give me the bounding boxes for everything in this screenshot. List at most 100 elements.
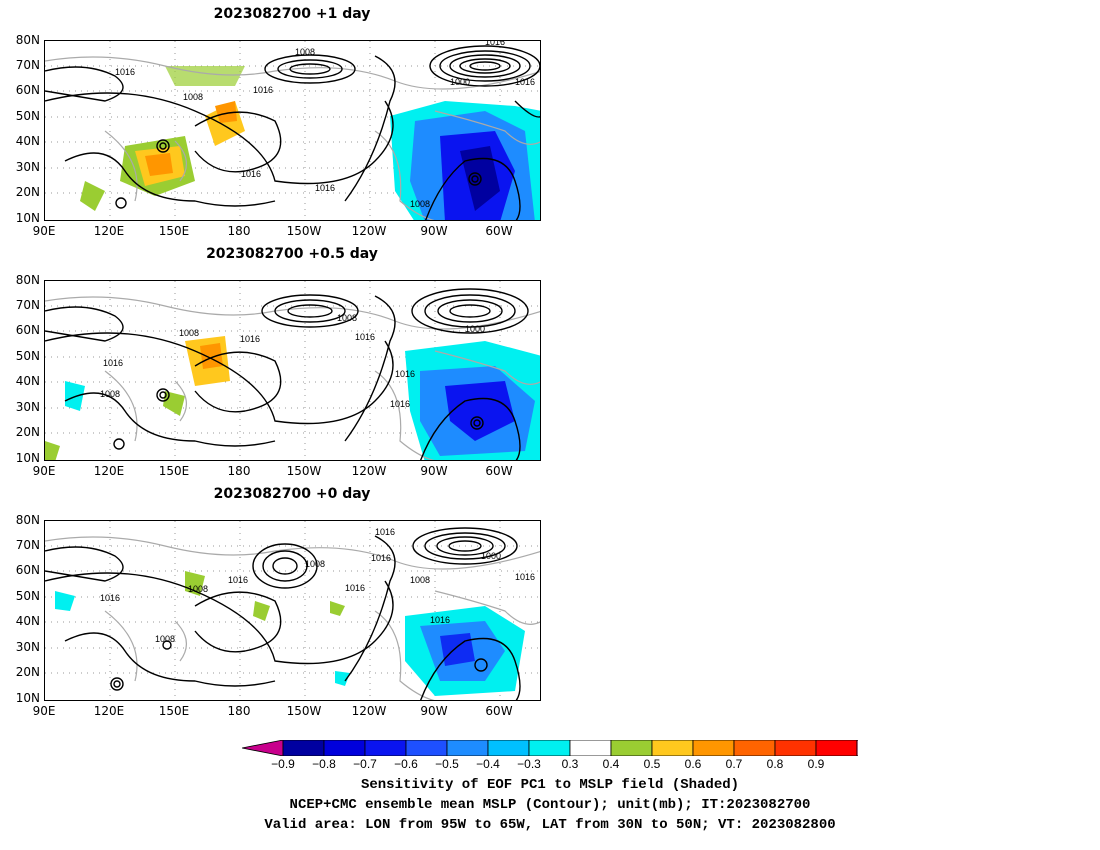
lon-label: 90E <box>32 704 56 718</box>
lon-label: 180 <box>227 224 251 238</box>
contour-label: 1016 <box>395 369 415 379</box>
contour-label: 1000 <box>465 324 485 334</box>
lon-label: 180 <box>227 464 251 478</box>
lat-label: 10N <box>15 211 40 225</box>
contour-label: 1008 <box>295 47 315 57</box>
colorbar-tick-label: −0.8 <box>312 757 336 771</box>
colorbar-tick-label: 0.9 <box>807 757 825 771</box>
lon-label: 150E <box>158 704 190 718</box>
colorbar-tick-label: −0.6 <box>394 757 418 771</box>
caption-line-2: NCEP+CMC ensemble mean MSLP (Contour); u… <box>289 797 811 813</box>
lat-label: 70N <box>15 298 40 312</box>
colorbar-box <box>692 740 735 756</box>
lon-label: 60W <box>485 464 513 478</box>
lat-label: 60N <box>15 323 40 337</box>
contour-label: 1016 <box>315 183 335 193</box>
contour-label: 1008 <box>337 313 357 323</box>
colorbar-box <box>487 740 530 756</box>
contour-label: 1016 <box>345 583 365 593</box>
colorbar-box <box>774 740 817 756</box>
lon-label: 180 <box>227 704 251 718</box>
colorbar-box <box>610 740 653 756</box>
caption-line-3: Valid area: LON from 95W to 65W, LAT fro… <box>264 817 836 833</box>
contour-label: 1008 <box>155 634 175 644</box>
colorbar-box <box>651 740 694 756</box>
contour-label: 1008 <box>410 575 430 585</box>
lat-label: 30N <box>15 160 40 174</box>
lat-label: 60N <box>15 83 40 97</box>
contour-label: 1016 <box>115 67 135 77</box>
lon-label: 150E <box>158 224 190 238</box>
lat-label: 70N <box>15 538 40 552</box>
colorbar-tick-label: −0.9 <box>271 757 295 771</box>
contour-label: 1008 <box>183 92 203 102</box>
lon-label: 150E <box>158 464 190 478</box>
panel-1-title: 2023082700 +1 day <box>213 6 371 22</box>
contour-label: 1008 <box>410 199 430 209</box>
colorbar-under-arrow <box>242 740 284 756</box>
colorbar-box <box>815 740 858 756</box>
contour-label: 1016 <box>375 527 395 537</box>
lat-label: 40N <box>15 134 40 148</box>
colorbar-box <box>323 740 366 756</box>
contour-label: 1016 <box>241 169 261 179</box>
contour-label: 1016 <box>253 85 273 95</box>
contour-label: 1016 <box>390 399 410 409</box>
lat-label: 30N <box>15 640 40 654</box>
lon-label: 150W <box>286 704 322 718</box>
lon-label: 120E <box>93 704 125 718</box>
colorbar-tick-label: −0.3 <box>517 757 541 771</box>
colorbar <box>242 740 858 756</box>
colorbar-tick-label: 0.7 <box>725 757 743 771</box>
lon-label: 150W <box>286 224 322 238</box>
contour-label: 1016 <box>240 334 260 344</box>
colorbar-box <box>446 740 489 756</box>
contour-label: 1008 <box>100 389 120 399</box>
lon-label: 150W <box>286 464 322 478</box>
lat-label: 10N <box>15 691 40 705</box>
panel-3-map: 1016 1000 1016 1008 1016 1008 1016 1008 … <box>44 520 541 701</box>
contour-label: 1016 <box>228 575 248 585</box>
colorbar-box <box>528 740 571 756</box>
panel-3-title: 2023082700 +0 day <box>213 486 371 502</box>
lat-label: 50N <box>15 109 40 123</box>
contour-label: 1016 <box>515 77 535 87</box>
lon-label: 120W <box>351 224 387 238</box>
contour-label: 1008 <box>188 584 208 594</box>
lat-label: 50N <box>15 349 40 363</box>
sensitivity-shading <box>80 66 540 220</box>
lon-label: 60W <box>485 224 513 238</box>
lat-label: 60N <box>15 563 40 577</box>
colorbar-tick-label: −0.7 <box>353 757 377 771</box>
caption-line-1: Sensitivity of EOF PC1 to MSLP field (Sh… <box>360 777 740 793</box>
lon-label: 120W <box>351 704 387 718</box>
colorbar-box <box>364 740 407 756</box>
colorbar-tick-label: 0.6 <box>684 757 702 771</box>
colorbar-box <box>569 740 612 756</box>
contour-label: 1016 <box>515 572 535 582</box>
lat-label: 40N <box>15 374 40 388</box>
sensitivity-shading <box>45 336 540 460</box>
lat-label: 80N <box>15 513 40 527</box>
lon-label: 90E <box>32 224 56 238</box>
panel-2-map: 1008 1008 1016 1016 1016 1000 1016 1008 … <box>44 280 541 461</box>
lat-label: 20N <box>15 425 40 439</box>
colorbar-box <box>733 740 776 756</box>
colorbar-tick-label: 0.5 <box>643 757 661 771</box>
lon-label: 90W <box>420 224 448 238</box>
contour-label: 1016 <box>100 593 120 603</box>
colorbar-tick-label: 0.8 <box>766 757 784 771</box>
panel-1-map: 1008 1000 1016 1016 1008 1016 1016 1016 … <box>44 40 541 221</box>
contour-label: 1016 <box>371 553 391 563</box>
colorbar-box <box>282 740 325 756</box>
lat-label: 20N <box>15 665 40 679</box>
lon-label: 120W <box>351 464 387 478</box>
colorbar-over-arrow <box>856 740 858 756</box>
lon-label: 120E <box>93 464 125 478</box>
colorbar-tick-label: 0.3 <box>561 757 579 771</box>
lon-label: 90W <box>420 464 448 478</box>
colorbar-box <box>405 740 448 756</box>
contour-label: 1016 <box>485 41 505 47</box>
lat-label: 40N <box>15 614 40 628</box>
contour-label: 1000 <box>450 77 470 87</box>
